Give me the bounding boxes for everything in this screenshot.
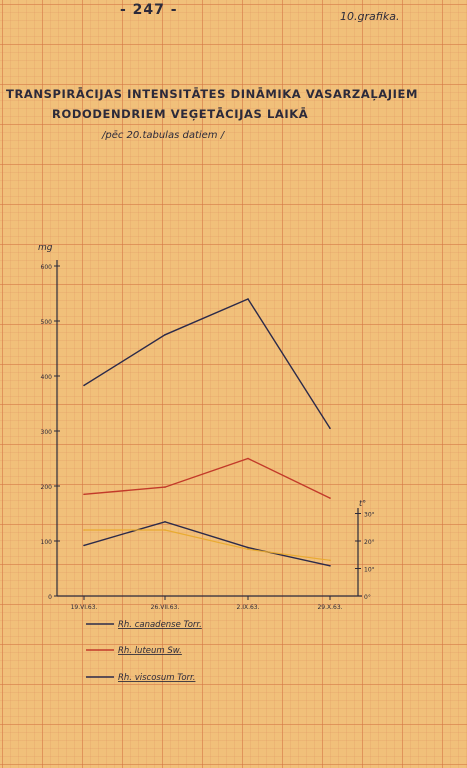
y-tick-label: 300: [41, 429, 53, 436]
legend-label-3: Rh. viscosum Torr.: [118, 673, 195, 683]
temperature-point: [83, 529, 85, 531]
series-line-1: [83, 298, 331, 429]
series-2-point: [164, 486, 166, 488]
series-1-point: [247, 298, 249, 300]
temperature-point: [329, 559, 331, 562]
y-axis-label: mg: [38, 243, 53, 253]
y-tick-label: 100: [41, 539, 53, 546]
y2-axis-label: t°: [359, 499, 366, 508]
x-tick-label: 19.VI.63.: [71, 604, 98, 611]
temperature-line: [84, 529, 331, 561]
chart-subtitle: /pēc 20.tabulas datiem /: [102, 130, 225, 141]
series-1-point: [83, 384, 85, 387]
series-2-point: [83, 493, 85, 496]
y2-tick-label: 30°: [364, 512, 375, 519]
legend-label-1: Rh. canadense Torr.: [118, 620, 202, 630]
y-tick-label: 400: [41, 374, 53, 381]
y2-tick-label: 10°: [364, 567, 375, 574]
series-3-point: [83, 544, 85, 547]
series-2-point: [329, 497, 331, 499]
y-tick-label: 200: [41, 484, 53, 491]
legend-label-2: Rh. luteum Sw.: [118, 646, 182, 656]
y-tick-label: 600: [41, 264, 53, 271]
temperature-point: [164, 529, 166, 531]
chart-title-line-2: RODODENDRIEM VEĢETĀCIJAS LAIKĀ: [52, 107, 309, 121]
series-1-point: [329, 427, 331, 430]
graph-number: 10.grafika.: [340, 10, 400, 23]
y2-tick-label: 0°: [364, 594, 371, 601]
y2-tick-label: 20°: [364, 539, 375, 546]
y-tick-label: 500: [41, 319, 53, 326]
series-1-point: [164, 334, 166, 336]
series-line-3: [83, 521, 331, 567]
temperature-point: [247, 548, 249, 551]
series-3-point: [164, 521, 166, 523]
series-3-point: [329, 565, 331, 567]
x-tick-label: 29.X.63.: [317, 604, 342, 611]
series-line-2: [83, 457, 331, 499]
chart-title: TRANSPIRĀCIJAS INTENSITĀTES DINĀMIKA VAS…: [6, 87, 419, 101]
series-3-point: [247, 546, 249, 549]
x-tick-label: 2.IX.63.: [236, 604, 259, 611]
y-tick-label: 0: [48, 594, 52, 601]
page-number: - 247 -: [120, 2, 178, 18]
series-2-point: [247, 457, 249, 460]
x-tick-label: 26.VII.63.: [151, 604, 180, 611]
